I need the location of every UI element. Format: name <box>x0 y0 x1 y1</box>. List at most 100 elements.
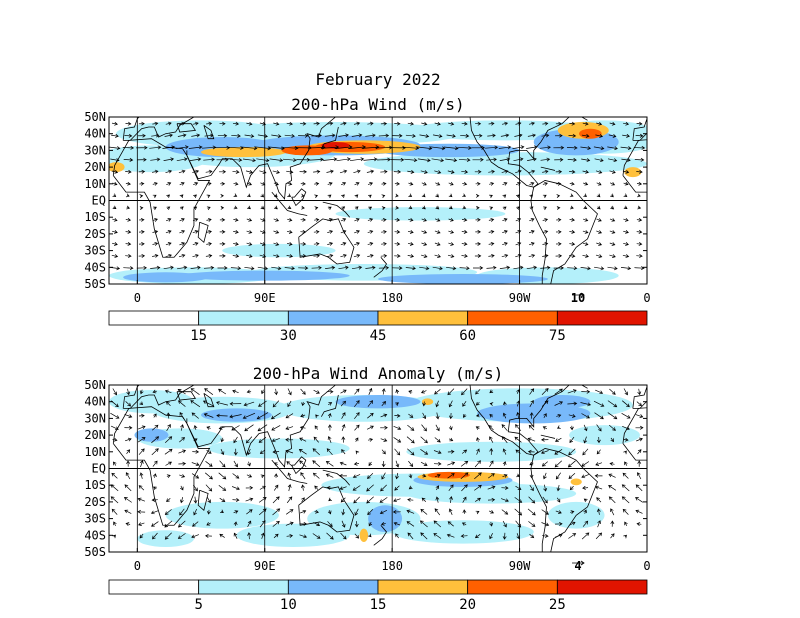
wind-vector-464 <box>434 254 441 258</box>
anomaly-colorbar-swatch-2 <box>287 579 379 595</box>
wind-vector-264 <box>435 193 439 198</box>
wind-vector-209 <box>233 181 239 186</box>
anomaly-vector-111 <box>581 413 591 419</box>
anomaly-vector-127 <box>257 424 268 432</box>
anomaly-vector-391 <box>206 509 211 515</box>
wind-vector-265 <box>448 193 453 198</box>
anomaly-vector-71 <box>580 402 592 407</box>
wind-coastline-4 <box>291 188 307 207</box>
anomaly-colorbar-swatch-0 <box>108 579 200 595</box>
wind-vector-166 <box>192 169 200 174</box>
anomaly-vector-263 <box>581 461 590 467</box>
anomaly-vector-461 <box>636 522 642 526</box>
anomaly-vector-372 <box>475 497 481 502</box>
wind-vector-24 <box>434 121 441 126</box>
anomaly-vector-231 <box>126 460 131 467</box>
anomaly-vector-190 <box>610 437 614 443</box>
anomaly-vector-291 <box>422 473 427 478</box>
wind-vector-338 <box>354 218 360 222</box>
wind-vector-415 <box>313 241 320 246</box>
wind-vector-203 <box>152 181 158 186</box>
anomaly-vector-250 <box>395 460 400 468</box>
wind-vector-256 <box>327 194 332 199</box>
wind-vector-301 <box>395 205 400 210</box>
anomaly-colorbar-swatch-3 <box>377 579 469 595</box>
wind-vector-289 <box>233 205 238 210</box>
anomaly-vector-276 <box>218 472 227 480</box>
anomaly-vector-8 <box>218 388 227 395</box>
anomaly-vector-385 <box>124 509 132 514</box>
anomaly-vector-168 <box>299 437 307 442</box>
wind-vector-417 <box>340 242 347 246</box>
wind-vector-238 <box>623 181 629 186</box>
wind-vector-161 <box>125 169 132 174</box>
wind-vector-303 <box>422 205 426 210</box>
anomaly-vector-470 <box>233 532 238 539</box>
wind-vector-206 <box>193 182 199 186</box>
anomaly-coastline-8 <box>373 525 387 546</box>
wind-vector-195 <box>582 169 589 174</box>
anomaly-vector-472 <box>260 532 265 539</box>
anomaly-vector-146 <box>528 424 535 431</box>
wind-vector-121 <box>123 157 134 162</box>
wind-vector-78 <box>622 133 630 138</box>
wind-vector-429 <box>502 242 508 246</box>
wind-vector-373 <box>286 230 293 234</box>
wind-ytick-label-2: 30N <box>84 143 106 157</box>
wind-vector-308 <box>489 206 494 211</box>
wind-vector-361 <box>125 229 132 234</box>
anomaly-coastline-wrap-1 <box>632 386 647 409</box>
wind-vector-174 <box>299 169 307 174</box>
wind-vector-58 <box>351 133 363 138</box>
anomaly-vector-480 <box>367 533 372 538</box>
anomaly-vector-308 <box>110 484 119 492</box>
anomaly-vector-316 <box>231 486 240 491</box>
anomaly-vector-376 <box>528 496 536 504</box>
anomaly-vector-337 <box>529 484 534 492</box>
wind-vector-490 <box>244 266 255 271</box>
anomaly-vector-244 <box>312 460 321 468</box>
anomaly-vector-489 <box>502 532 507 540</box>
wind-vector-34 <box>569 121 576 126</box>
wind-contour-17 <box>378 273 548 284</box>
anomaly-colorbar-swatch-5 <box>556 579 648 595</box>
anomaly-vector-215 <box>433 450 442 455</box>
wind-vector-35 <box>582 121 589 126</box>
anomaly-vector-76 <box>110 412 120 419</box>
anomaly-vector-192 <box>636 437 643 442</box>
anomaly-vector-334 <box>487 485 496 490</box>
anomaly-vector-73 <box>607 400 618 408</box>
anomaly-vector-218 <box>476 448 480 455</box>
anomaly-vector-432 <box>233 521 238 526</box>
wind-vector-10 <box>246 121 253 126</box>
anomaly-vector-296 <box>487 473 495 479</box>
wind-vector-370 <box>246 230 253 234</box>
anomaly-vector-429 <box>177 520 186 528</box>
wind-xtick-label-4: 0 <box>643 291 650 305</box>
wind-vector-452 <box>273 254 280 258</box>
wind-vector-167 <box>205 169 213 174</box>
wind-vector-214 <box>300 181 306 186</box>
anomaly-contour-18 <box>477 403 591 424</box>
anomaly-vector-91 <box>315 414 319 419</box>
wind-vector-476 <box>595 254 603 258</box>
anomaly-vector-365 <box>379 497 388 503</box>
wind-vector-446 <box>192 253 199 258</box>
wind-vector-255 <box>314 194 319 199</box>
anomaly-contour-5 <box>208 438 350 459</box>
anomaly-vector-426 <box>138 522 145 526</box>
anomaly-vector-28 <box>489 389 494 394</box>
wind-vector-460 <box>380 253 388 258</box>
anomaly-vector-186 <box>555 437 562 442</box>
anomaly-vector-453 <box>528 521 536 527</box>
anomaly-contour-16 <box>201 408 272 422</box>
anomaly-vector-232 <box>139 460 144 468</box>
anomaly-vector-30 <box>529 388 535 395</box>
wind-colorbar-label-2: 45 <box>370 328 387 344</box>
wind-vector-402 <box>138 241 145 246</box>
anomaly-vector-87 <box>256 412 269 420</box>
wind-vector-208 <box>220 181 226 186</box>
wind-vector-327 <box>206 217 212 222</box>
wind-vector-332 <box>273 218 280 222</box>
wind-vector-148 <box>486 157 497 162</box>
